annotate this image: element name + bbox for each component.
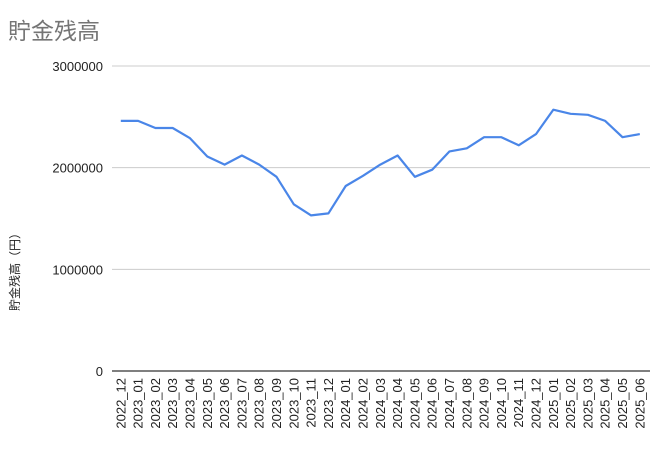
x-tick-label: 2024_09 bbox=[477, 378, 492, 429]
x-tick-label: 2024_06 bbox=[425, 378, 440, 429]
x-tick-label: 2023_08 bbox=[252, 378, 267, 429]
gridlines bbox=[112, 65, 650, 372]
x-tick-label: 2023_11 bbox=[304, 378, 319, 428]
x-tick-label: 2023_06 bbox=[217, 378, 232, 429]
x-tick-label: 2024_10 bbox=[494, 378, 509, 429]
x-axis-ticks: 2022_12 2023_01 2023_02 2023_03 2023_04 2023_… bbox=[113, 378, 647, 429]
y-tick-label: 2000000 bbox=[52, 161, 103, 176]
y-tick-label: 3000000 bbox=[52, 59, 103, 74]
x-tick-label: 2025_04 bbox=[598, 378, 613, 429]
x-tick-label: 2024_07 bbox=[442, 378, 457, 429]
x-tick-label: 2025_02 bbox=[563, 378, 578, 429]
y-tick-label: 0 bbox=[96, 364, 103, 379]
x-tick-label: 2024_01 bbox=[338, 378, 353, 429]
x-tick-label: 2023_10 bbox=[286, 378, 301, 429]
x-tick-label: 2023_07 bbox=[234, 378, 249, 429]
x-tick-label: 2023_12 bbox=[321, 378, 336, 429]
x-tick-label: 2024_03 bbox=[373, 378, 388, 429]
x-tick-label: 2024_04 bbox=[390, 378, 405, 429]
x-tick-label: 2023_01 bbox=[131, 378, 146, 429]
series-line bbox=[120, 108, 640, 217]
x-tick-label: 2025_01 bbox=[546, 378, 561, 429]
x-tick-label: 2024_05 bbox=[407, 378, 422, 429]
x-tick-label: 2024_11 bbox=[511, 378, 526, 428]
y-axis-ticks: 0 1000000 2000000 3000000 bbox=[52, 59, 103, 379]
x-tick-label: 2025_06 bbox=[632, 378, 647, 429]
x-tick-label: 2024_08 bbox=[459, 378, 474, 429]
x-tick-label: 2023_04 bbox=[183, 378, 198, 429]
x-tick-label: 2024_02 bbox=[356, 378, 371, 429]
x-tick-label: 2025_03 bbox=[580, 378, 595, 429]
y-tick-label: 1000000 bbox=[52, 262, 103, 277]
chart-title: 貯金残高 bbox=[8, 19, 100, 45]
x-tick-label: 2024_12 bbox=[529, 378, 544, 429]
x-tick-label: 2023_09 bbox=[269, 378, 284, 429]
y-axis-label: 貯金残高（円） bbox=[7, 227, 22, 311]
x-tick-label: 2023_05 bbox=[200, 378, 215, 429]
x-tick-label: 2025_05 bbox=[615, 378, 630, 429]
x-tick-label: 2022_12 bbox=[113, 378, 128, 429]
x-tick-label: 2023_02 bbox=[148, 378, 163, 429]
x-tick-label: 2023_03 bbox=[165, 378, 180, 429]
